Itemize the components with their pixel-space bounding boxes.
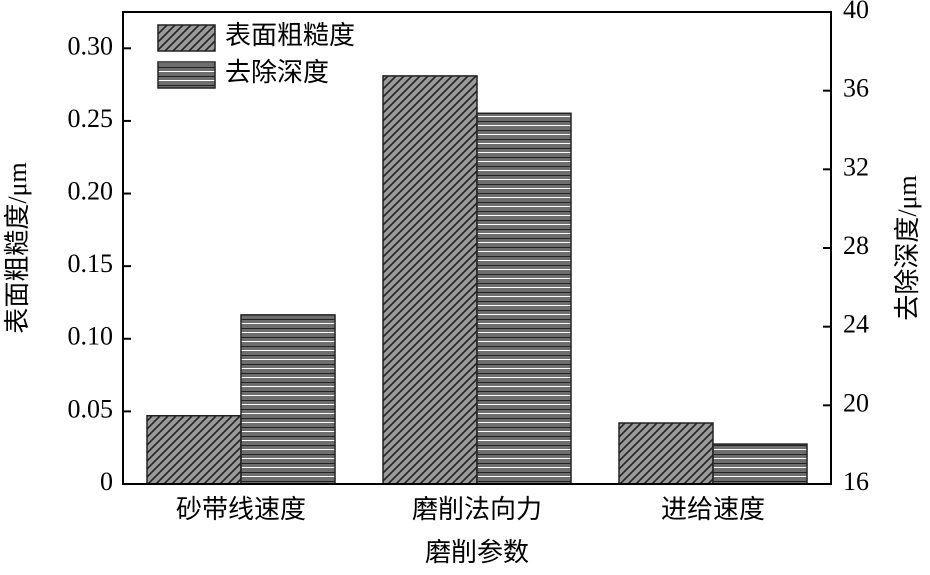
bar [146, 414, 242, 485]
x-tick-label: 进给速度 [661, 495, 765, 524]
y-tick-label: 0.05 [68, 394, 114, 423]
y2-tick-label: 28 [843, 231, 869, 260]
legend-swatch [157, 24, 216, 52]
y-tick-label: 0.25 [68, 104, 114, 133]
y-tick-label: 0 [100, 467, 113, 496]
bar [240, 314, 336, 485]
bar [382, 75, 478, 485]
y-tick-label: 0.20 [68, 177, 114, 206]
x-tick-label: 砂带线速度 [176, 495, 306, 524]
y-tick-label: 0.30 [68, 31, 114, 60]
y2-tick-label: 20 [843, 388, 869, 417]
y2-tick-label: 32 [843, 152, 869, 181]
x-tick-label: 磨削法向力 [412, 495, 542, 524]
bar [712, 443, 808, 485]
bar [618, 422, 714, 485]
y2-axis-label: 去除深度/μm [893, 175, 922, 320]
legend-swatch [157, 61, 216, 89]
y-axis-label: 表面粗糙度/μm [3, 162, 32, 333]
y2-tick-label: 40 [843, 0, 869, 24]
legend-label: 表面粗糙度 [225, 21, 355, 50]
y2-tick-label: 16 [843, 467, 869, 496]
plot-frame [122, 11, 832, 485]
y-tick-label: 0.10 [68, 322, 114, 351]
y2-tick-label: 24 [843, 310, 869, 339]
bar [476, 112, 572, 485]
x-axis-label: 磨削参数 [425, 538, 529, 567]
y-tick-label: 0.15 [68, 249, 114, 278]
y2-tick-label: 36 [843, 74, 869, 103]
legend-label: 去除深度 [225, 58, 329, 87]
